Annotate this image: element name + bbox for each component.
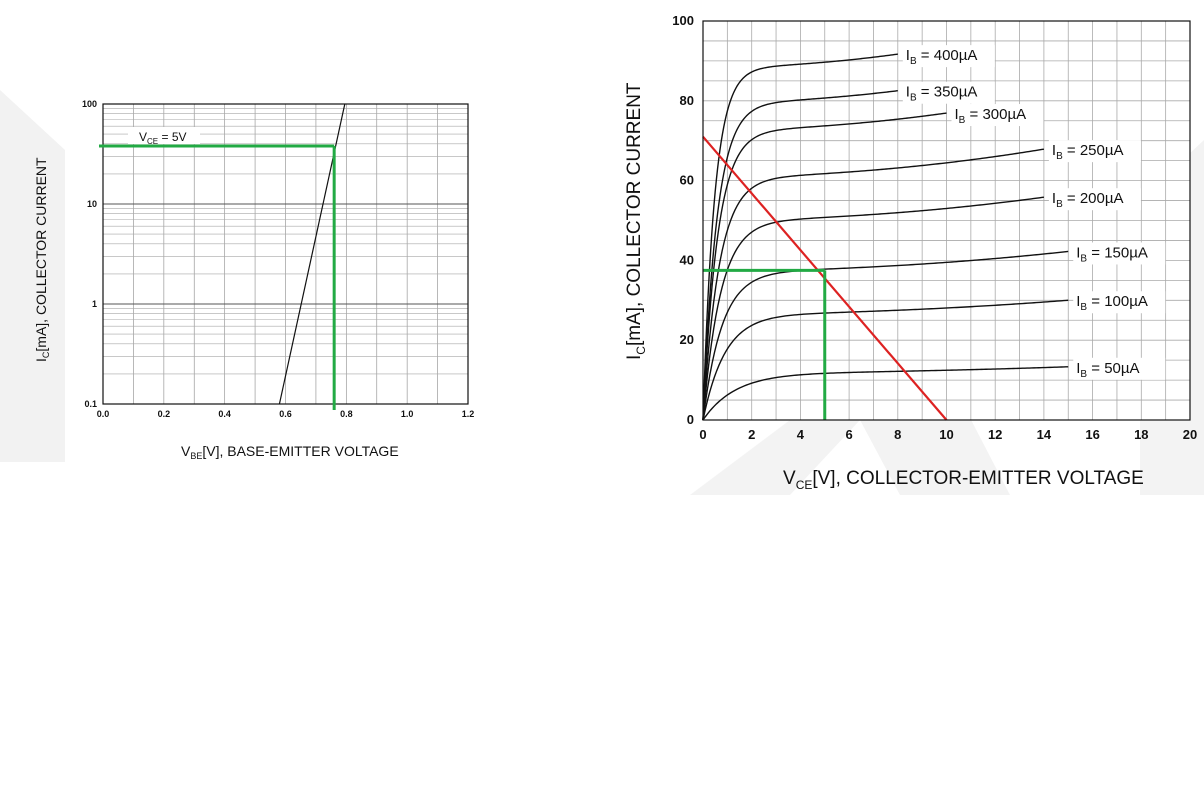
series-label-bg bbox=[1048, 188, 1141, 211]
ib-curve bbox=[702, 250, 1069, 421]
left-y-axis-label: IC[mA], COLLECTOR CURRENT bbox=[33, 157, 51, 362]
left-y-tick-label: 10 bbox=[87, 199, 97, 209]
right-x-tick-label: 10 bbox=[939, 427, 953, 442]
right-y-tick-label: 40 bbox=[680, 252, 694, 267]
left-x-tick-label: 1.2 bbox=[462, 409, 475, 419]
ib-curve bbox=[702, 148, 1045, 421]
right-series bbox=[702, 53, 1069, 421]
right-x-tick-label: 20 bbox=[1183, 427, 1197, 442]
series-label: IB = 300µA bbox=[955, 106, 1027, 126]
ib-curve bbox=[702, 196, 1044, 421]
series-label: IB = 200µA bbox=[1052, 190, 1124, 210]
right-x-axis-label: VCE[V], COLLECTOR-EMITTER VOLTAGE bbox=[783, 468, 1144, 492]
series-label-bg bbox=[1048, 140, 1141, 163]
right-x-tick-label: 4 bbox=[797, 427, 805, 442]
right-x-tick-label: 12 bbox=[988, 427, 1002, 442]
right-y-tick-label: 0 bbox=[687, 412, 694, 427]
left-x-tick-label: 0.2 bbox=[158, 409, 171, 419]
left-y-tick-label: 1 bbox=[92, 299, 97, 309]
right-x-tick-label: 0 bbox=[699, 427, 706, 442]
left-x-tick-label: 0.8 bbox=[340, 409, 353, 419]
series-label: IB = 50µA bbox=[1076, 360, 1139, 380]
right-y-tick-label: 60 bbox=[680, 173, 694, 188]
left-vce-annotation: VCE = 5V bbox=[128, 127, 200, 146]
left-x-axis-label: VBE[V], BASE-EMITTER VOLTAGE bbox=[181, 443, 399, 461]
left-x-tick-label: 1.0 bbox=[401, 409, 414, 419]
right-operating-point bbox=[703, 268, 827, 420]
left-annotation-rest: = 5V bbox=[158, 130, 186, 144]
series-label-bg bbox=[951, 104, 1044, 127]
ib-curve bbox=[702, 53, 898, 421]
series-label-bg bbox=[1073, 357, 1166, 380]
right-y-tick-label: 80 bbox=[680, 93, 694, 108]
svg-text:VCE = 5V: VCE = 5V bbox=[139, 130, 187, 146]
series-label: IB = 250µA bbox=[1052, 142, 1124, 162]
series-label-bg bbox=[1073, 291, 1166, 314]
right-x-tick-label: 8 bbox=[894, 427, 901, 442]
right-y-tick-label: 100 bbox=[672, 13, 694, 28]
left-x-tick-label: 0.0 bbox=[97, 409, 110, 419]
right-tick-labels: 0 2 4 6 8 10 12 14 16 18 20 0 20 40 60 80 100 bbox=[672, 13, 1197, 442]
right-x-tick-label: 16 bbox=[1085, 427, 1099, 442]
right-y-axis-label: IC[mA], COLLECTOR CURRENT bbox=[624, 82, 648, 360]
series-label: IB = 150µA bbox=[1076, 244, 1148, 264]
series-label: IB = 350µA bbox=[906, 84, 978, 104]
left-operating-point bbox=[99, 144, 336, 410]
left-annotation-main: V bbox=[139, 130, 147, 144]
right-y-tick-label: 20 bbox=[680, 332, 694, 347]
series-label-bg bbox=[1073, 242, 1166, 265]
series-label: IB = 400µA bbox=[906, 47, 978, 67]
right-x-tick-label: 2 bbox=[748, 427, 755, 442]
right-x-tick-label: 18 bbox=[1134, 427, 1148, 442]
left-y-tick-label: 0.1 bbox=[84, 399, 97, 409]
left-x-tick-label: 0.4 bbox=[218, 409, 231, 419]
right-x-tick-label: 6 bbox=[845, 427, 852, 442]
ib-curve bbox=[702, 299, 1069, 421]
ib-curve bbox=[702, 366, 1069, 421]
series-label: IB = 100µA bbox=[1076, 293, 1148, 313]
right-x-tick-label: 14 bbox=[1037, 427, 1052, 442]
left-annotation-sub: CE bbox=[147, 137, 158, 146]
left-tick-labels: 0.0 0.2 0.4 0.6 0.8 1.0 1.2 0.1 1 10 100 bbox=[82, 99, 474, 419]
left-x-tick-label: 0.6 bbox=[279, 409, 292, 419]
series-label-bg bbox=[902, 45, 995, 68]
ib-curve bbox=[702, 90, 898, 421]
left-y-tick-label: 100 bbox=[82, 99, 97, 109]
series-label-bg bbox=[902, 81, 995, 104]
ib-curve bbox=[702, 112, 947, 421]
